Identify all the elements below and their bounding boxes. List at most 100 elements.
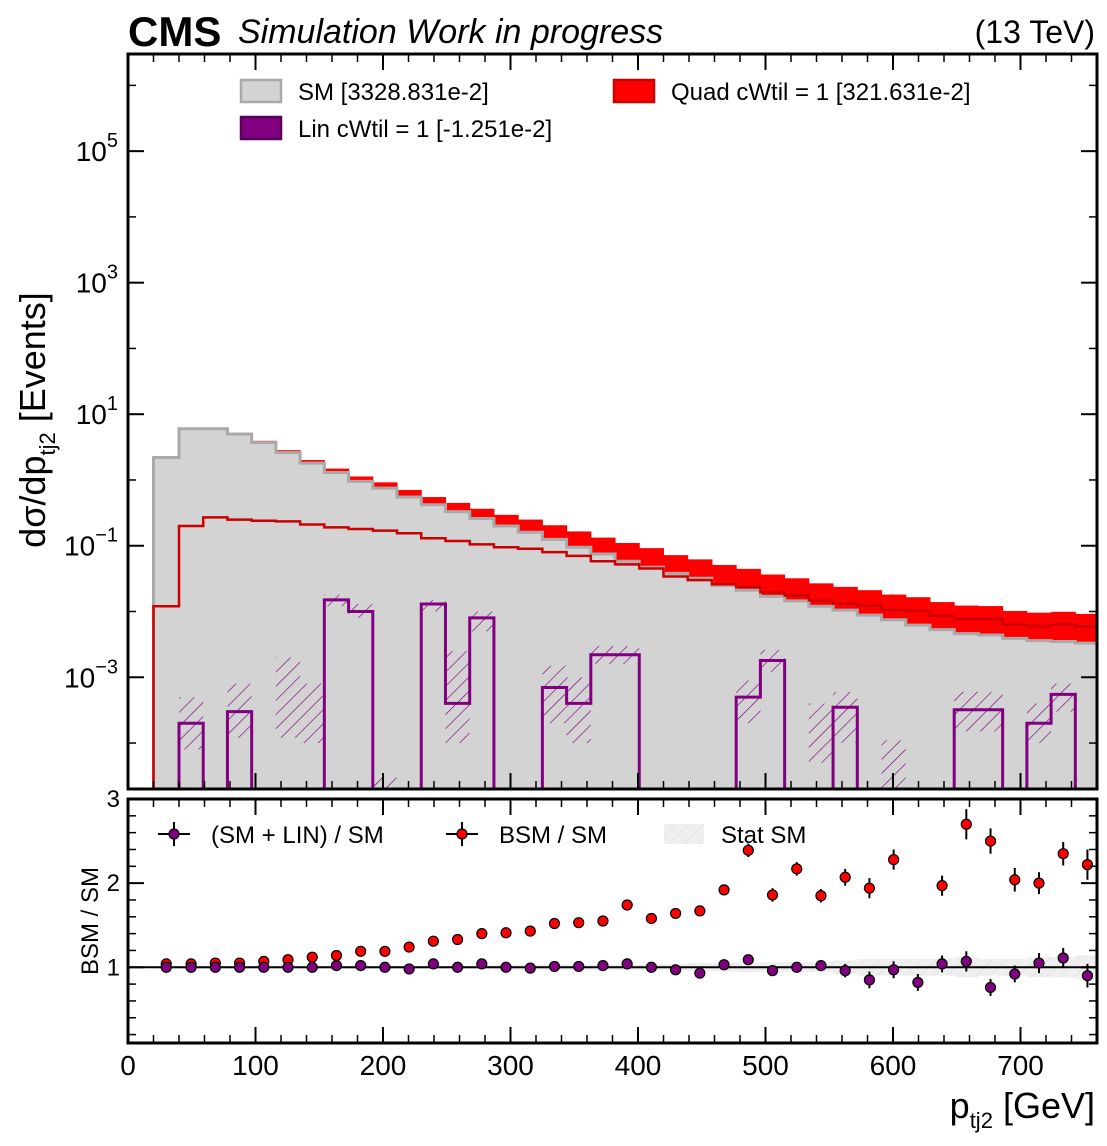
top-plot-area xyxy=(152,427,1097,789)
legend-swatch-quad xyxy=(612,78,656,104)
legend-stat-swatch xyxy=(664,824,704,844)
lin-hatch-bin xyxy=(372,777,398,789)
top-y-tick-label: 101 xyxy=(76,393,118,430)
legend-label-sm: SM [3328.831e-2] xyxy=(298,79,489,106)
sm-bin xyxy=(227,434,253,789)
bsm-ratio-point xyxy=(306,951,318,963)
sm-bin xyxy=(1075,643,1097,789)
bsm-ratio-point xyxy=(791,863,803,875)
ratio-y-ticks: 1 2 3 xyxy=(107,786,1097,1036)
bsm-ratio-point xyxy=(888,853,900,866)
bsm-ratio-point xyxy=(330,949,343,962)
lin-hatch-bin xyxy=(808,703,834,763)
lin-ratio-point xyxy=(839,965,851,977)
top-y-tick-label: 10−1 xyxy=(64,525,118,562)
quad-stack-bin xyxy=(784,578,810,601)
quad-stack-bin xyxy=(566,531,592,548)
bsm-ratio-point xyxy=(524,925,536,937)
sm-bin xyxy=(905,625,931,789)
sm-bin xyxy=(711,585,737,789)
legend-stat-label: Stat SM xyxy=(721,822,806,849)
quad-stack-bin xyxy=(760,574,786,597)
sm-outline xyxy=(152,427,1097,789)
lin-ratio-point xyxy=(1009,968,1021,980)
bsm-ratio-point xyxy=(573,917,585,929)
lin-hatch-bin xyxy=(736,680,761,724)
lin-ratio-point xyxy=(936,958,948,970)
quad-stack-bin xyxy=(1051,611,1076,642)
lin-ratio-point xyxy=(912,976,924,989)
x-tick-label: 0 xyxy=(120,1050,136,1081)
lin-ratio-point xyxy=(694,967,706,979)
quad-stack-bin xyxy=(663,555,689,574)
lin-hatch-bin xyxy=(954,691,979,732)
lin-hatch-bin xyxy=(566,677,591,744)
sm-bin xyxy=(251,442,277,789)
sm-bin xyxy=(397,497,422,789)
x-tick-label: 600 xyxy=(870,1050,917,1081)
lin-ratio-point xyxy=(863,974,876,986)
legend-label-quad: Quad cWtil = 1 [321.631e-2] xyxy=(671,79,971,106)
lin-ratio-point xyxy=(766,965,779,977)
cms-brand: CMS xyxy=(128,8,221,55)
quad-stack-bin xyxy=(615,543,640,562)
bsm-ratio-point xyxy=(451,933,464,946)
ratio-y-tick-label: 3 xyxy=(107,786,120,813)
legend-bsm-ratio-marker xyxy=(456,828,468,840)
quad-stack-bin xyxy=(518,519,543,533)
lin-hatch-bin xyxy=(833,691,858,744)
top-y-tick-label: 105 xyxy=(76,130,118,167)
bsm-ratio-point xyxy=(548,917,561,930)
bsm-ratio-point xyxy=(1057,848,1069,860)
x-tick-label: 300 xyxy=(487,1050,534,1081)
lin-ratio-point xyxy=(306,961,318,973)
quad-stack-bin xyxy=(469,508,495,519)
sm-bin xyxy=(518,532,543,789)
bsm-ratio-point xyxy=(1081,859,1094,871)
legend-swatch-lin xyxy=(239,115,283,141)
lin-ratio-point xyxy=(742,954,754,966)
ratio-y-tick-label: 1 xyxy=(107,954,120,981)
legend-swatch-sm xyxy=(239,78,283,104)
sm-bin xyxy=(542,539,568,789)
bsm-ratio-point xyxy=(355,945,367,957)
lin-ratio-point xyxy=(573,960,585,973)
bsm-ratio-point xyxy=(597,915,609,927)
quad-stack-bin xyxy=(324,468,350,473)
sm-bin xyxy=(784,600,810,789)
legend-lin-ratio-marker xyxy=(168,828,180,840)
top-y-tick-label: 10−3 xyxy=(64,656,118,693)
sm-bin xyxy=(663,573,689,789)
lin-ratio-point xyxy=(888,964,900,976)
ratio-plot-area xyxy=(128,809,1097,996)
bsm-ratio-point xyxy=(379,945,391,957)
ratio-panel: 1 2 3 0 100 200 300 400 500 600 700 (SM + LIN) / … xyxy=(77,786,1099,1081)
bsm-ratio-point xyxy=(863,882,876,894)
sm-bin xyxy=(639,567,664,789)
quad-stack-bin xyxy=(808,583,834,607)
quad-stack-bin xyxy=(639,548,664,568)
bsm-ratio-point xyxy=(621,899,633,911)
lin-ratio-point xyxy=(524,962,536,974)
bsm-ratio-point xyxy=(815,890,827,902)
bsm-ratio-point xyxy=(936,880,948,892)
top-y-axis-label: dσ/dptj2 [Events] xyxy=(12,292,60,548)
quad-stack-bin xyxy=(1075,613,1097,644)
bsm-ratio-point xyxy=(500,927,512,939)
ratio-y-axis-label: BSM / SM xyxy=(77,867,104,975)
quad-stack-bin xyxy=(421,497,446,505)
sm-bin xyxy=(566,547,592,789)
legend-label-lin: Lin cWtil = 1 [-1.251e-2] xyxy=(298,116,552,143)
lin-hatch-bin xyxy=(1051,683,1076,712)
lin-hatch-bin xyxy=(445,651,470,744)
x-tick-label: 200 xyxy=(360,1050,407,1081)
lin-ratio-point xyxy=(621,958,633,970)
lin-ratio-point xyxy=(355,959,367,972)
lin-ratio-point xyxy=(209,961,221,973)
lin-ratio-point xyxy=(718,959,730,971)
sm-bin xyxy=(1051,641,1076,789)
sm-bin xyxy=(372,488,398,789)
ratio-x-ticks: 0 100 200 300 400 500 600 700 xyxy=(120,799,1098,1081)
sm-bin xyxy=(760,596,786,789)
quad-stack-bin xyxy=(857,590,883,616)
